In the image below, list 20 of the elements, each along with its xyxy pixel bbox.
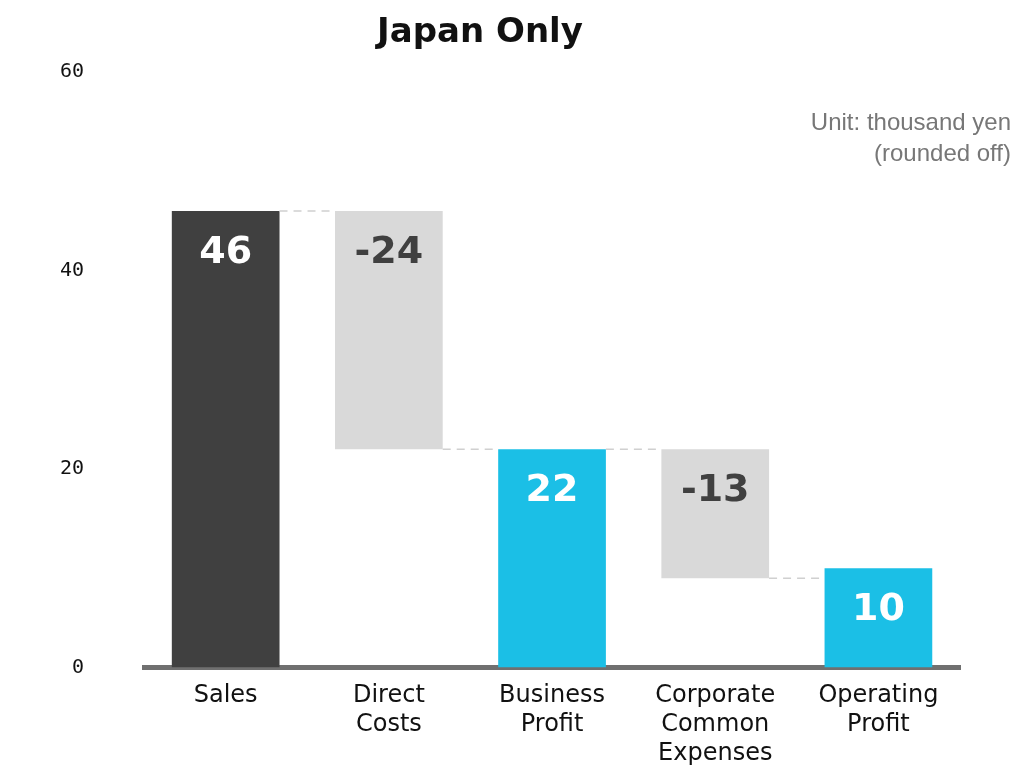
y-tick-label: 40 bbox=[59, 256, 85, 281]
x-tick-label: Direct Costs bbox=[352, 680, 425, 738]
x-tick-label: Corporate Common Expenses bbox=[655, 680, 776, 766]
x-tick-label: Operating Profit bbox=[818, 680, 939, 738]
data-label: 22 bbox=[525, 466, 579, 511]
x-tick-label: Business Profit bbox=[499, 680, 605, 738]
bar bbox=[171, 210, 280, 668]
data-label: 46 bbox=[199, 227, 253, 272]
x-tick-label: Sales bbox=[193, 680, 258, 709]
y-tick-label: 0 bbox=[72, 653, 85, 678]
data-label: -24 bbox=[354, 227, 424, 272]
data-label: 10 bbox=[851, 585, 905, 630]
annotation: Unit: thousand yen (rounded off) bbox=[810, 107, 1011, 168]
chart-title: Japan Only bbox=[375, 10, 583, 51]
bar bbox=[498, 449, 606, 668]
bar bbox=[661, 449, 770, 579]
y-tick-label: 60 bbox=[59, 58, 85, 83]
data-label: -13 bbox=[680, 466, 750, 511]
bar bbox=[824, 568, 933, 668]
y-tick-label: 20 bbox=[59, 455, 85, 480]
